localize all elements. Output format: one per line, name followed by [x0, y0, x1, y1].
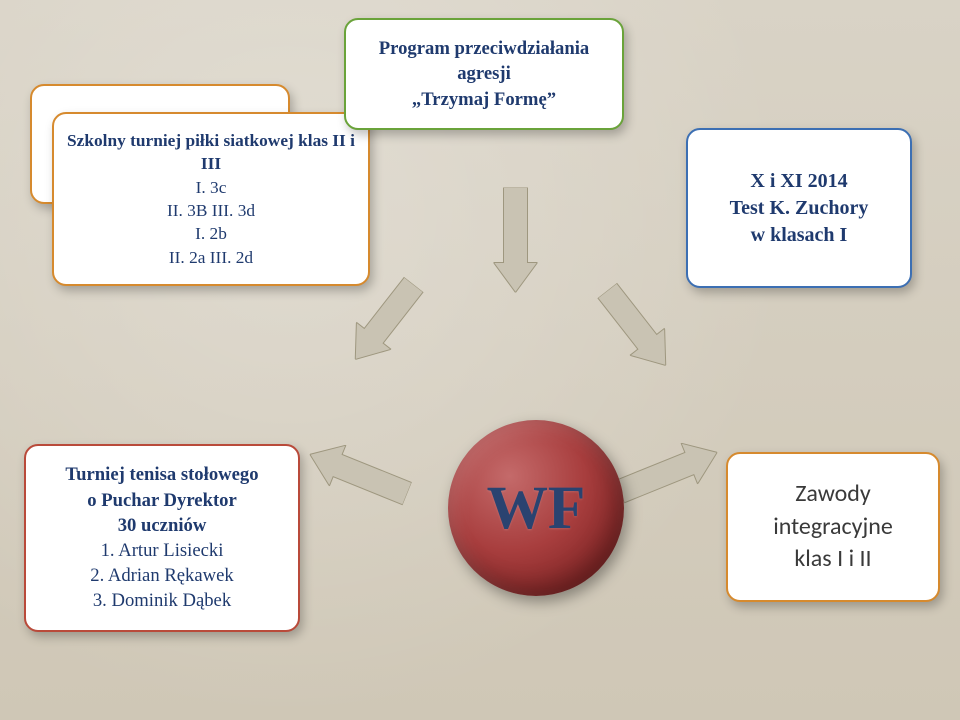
box-line: Szkolny turniej piłki siatkowej klas II … — [67, 129, 355, 152]
box-line: X i XI 2014 — [750, 168, 847, 195]
arrow — [337, 271, 430, 373]
box-volleyball: Szkolny turniej piłki siatkowej klas II … — [52, 112, 370, 286]
box-line: I. 2b — [195, 222, 227, 245]
hub-circle: WF — [448, 420, 624, 596]
box-line: klas I i II — [794, 543, 871, 575]
box-line: 2. Adrian Rękawek — [90, 563, 234, 588]
box-line: Program przeciwdziałania — [379, 36, 590, 61]
box-integration: Zawodyintegracyjneklas I i II — [726, 452, 940, 602]
box-line: w klasach I — [751, 222, 848, 249]
box-line: III — [201, 152, 221, 175]
box-line: „Trzymaj Formę” — [412, 87, 556, 112]
box-line: Test K. Zuchory — [730, 195, 869, 222]
box-line: agresji — [457, 61, 511, 86]
box-line: II. 3B III. 3d — [167, 199, 255, 222]
arrow — [589, 277, 682, 379]
hub-label: WF — [487, 473, 586, 544]
box-tennis: Turniej tenisa stołowegoo Puchar Dyrekto… — [24, 444, 300, 632]
box-line: 30 uczniów — [118, 513, 207, 538]
box-line: Turniej tenisa stołowego — [65, 462, 258, 487]
box-program: Program przeciwdziałaniaagresji„Trzymaj … — [344, 18, 624, 130]
arrow — [301, 434, 415, 514]
arrow — [493, 188, 537, 293]
box-line: integracyjne — [773, 511, 893, 543]
box-line: II. 2a III. 2d — [169, 246, 253, 269]
box-line: 1. Artur Lisiecki — [101, 538, 224, 563]
box-line: 3. Dominik Dąbek — [93, 588, 231, 613]
box-test: X i XI 2014Test K. Zuchoryw klasach I — [686, 128, 912, 288]
arrow — [611, 432, 725, 512]
box-line: Zawody — [795, 478, 871, 510]
box-line: I. 3c — [196, 176, 227, 199]
box-line: o Puchar Dyrektor — [87, 488, 237, 513]
